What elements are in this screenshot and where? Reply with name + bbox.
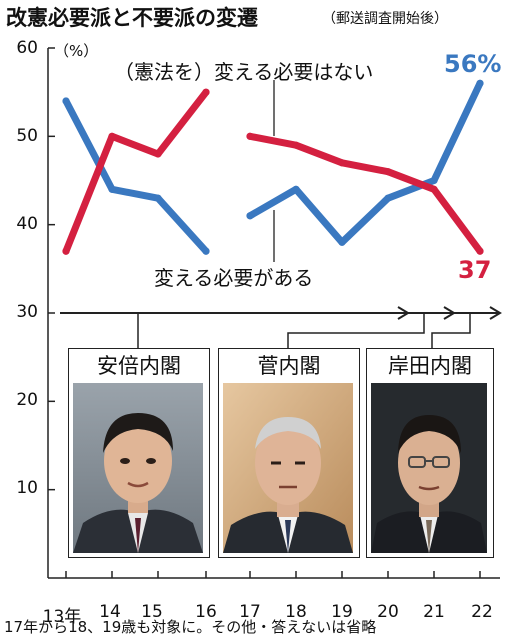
x-tick-label: 20 <box>377 602 399 622</box>
data-point <box>292 185 300 193</box>
series-line <box>246 79 484 246</box>
x-tick-label: 21 <box>423 602 445 622</box>
portrait-photo <box>223 383 355 553</box>
data-point <box>246 132 254 140</box>
x-tick-label: 13年 <box>42 607 82 627</box>
data-point <box>476 79 484 87</box>
data-point <box>202 88 210 96</box>
data-point <box>62 247 70 255</box>
series-line <box>62 97 210 255</box>
cabinet-box-kishida: 岸田内閣 <box>366 348 494 558</box>
data-point <box>62 97 70 105</box>
cabinet-name: 安倍内閣 <box>97 354 181 378</box>
data-point <box>384 194 392 202</box>
portrait-photo <box>371 383 489 553</box>
y-tick-label: 30 <box>16 302 38 322</box>
cabinet-name: 菅内閣 <box>257 354 321 378</box>
data-point <box>108 132 116 140</box>
y-tick-label: 20 <box>16 390 38 410</box>
series-line <box>62 88 210 255</box>
series-label-change: 変える必要がある <box>154 266 314 290</box>
cabinet-arrowhead <box>489 306 502 320</box>
cabinet-connector <box>431 313 471 348</box>
series-label-no-change: （憲法を）変える必要はない <box>114 60 374 84</box>
data-point <box>292 141 300 149</box>
data-point <box>430 185 438 193</box>
chart-title: 改憲必要派と不要派の変遷 <box>6 6 258 30</box>
data-point <box>202 247 210 255</box>
x-tick-label: 22 <box>471 602 493 622</box>
x-tick-label: 17 <box>239 602 261 622</box>
cabinet-box-suga: 菅内閣 <box>218 348 360 558</box>
y-tick-label: 40 <box>16 214 38 234</box>
end-label-no-change: 37 <box>458 256 492 284</box>
portrait-figure <box>371 383 487 553</box>
data-point <box>384 168 392 176</box>
portrait-photo <box>73 383 205 553</box>
x-tick-label: 15 <box>141 602 163 622</box>
cabinet-connector <box>287 313 425 348</box>
data-point <box>154 194 162 202</box>
end-label-change: 56% <box>444 50 502 78</box>
y-tick-label: 10 <box>16 478 38 498</box>
y-axis-unit: （%） <box>54 42 99 60</box>
data-point <box>476 247 484 255</box>
footnote: 17年から18、19歳も対象に。その他・答えないは省略 <box>4 618 377 636</box>
data-point <box>338 159 346 167</box>
y-tick-label: 50 <box>16 126 38 146</box>
data-point <box>154 150 162 158</box>
x-tick-label: 18 <box>285 602 307 622</box>
chart-subtitle: （郵送調査開始後） <box>322 11 448 27</box>
data-point <box>430 176 438 185</box>
cabinet-name: 岸田内閣 <box>388 354 472 378</box>
x-tick-label: 16 <box>195 602 217 622</box>
cabinet-box-abe: 安倍内閣 <box>68 348 210 558</box>
x-tick-label: 14 <box>99 602 121 622</box>
y-tick-label: 60 <box>16 38 38 58</box>
series-line <box>246 132 484 255</box>
x-tick-label: 19 <box>331 602 353 622</box>
data-point <box>246 212 254 220</box>
data-point <box>108 185 116 193</box>
portrait-figure <box>223 383 353 553</box>
data-point <box>338 238 346 246</box>
portrait-figure <box>73 383 203 553</box>
